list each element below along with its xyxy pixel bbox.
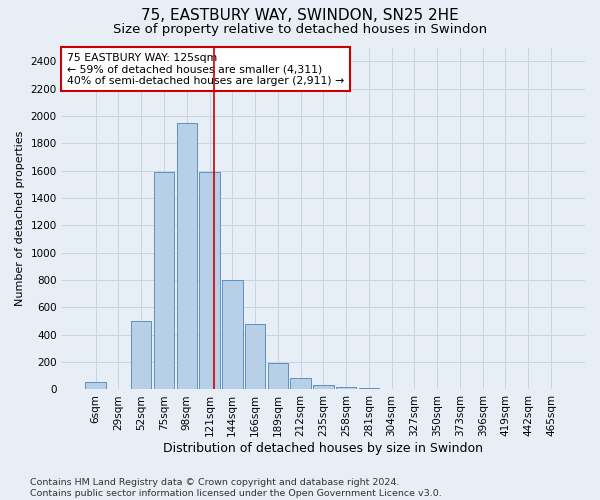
Bar <box>199 172 220 390</box>
Y-axis label: Number of detached properties: Number of detached properties <box>15 131 25 306</box>
Bar <box>154 172 174 390</box>
Text: 75 EASTBURY WAY: 125sqm
← 59% of detached houses are smaller (4,311)
40% of semi: 75 EASTBURY WAY: 125sqm ← 59% of detache… <box>67 52 344 86</box>
Bar <box>336 386 356 390</box>
Text: 75, EASTBURY WAY, SWINDON, SN25 2HE: 75, EASTBURY WAY, SWINDON, SN25 2HE <box>141 8 459 22</box>
Bar <box>313 386 334 390</box>
X-axis label: Distribution of detached houses by size in Swindon: Distribution of detached houses by size … <box>163 442 484 455</box>
Bar <box>131 321 151 390</box>
Bar <box>359 388 379 390</box>
Bar <box>222 280 242 390</box>
Text: Contains HM Land Registry data © Crown copyright and database right 2024.
Contai: Contains HM Land Registry data © Crown c… <box>30 478 442 498</box>
Bar <box>245 324 265 390</box>
Bar <box>290 378 311 390</box>
Text: Size of property relative to detached houses in Swindon: Size of property relative to detached ho… <box>113 22 487 36</box>
Bar <box>176 122 197 390</box>
Bar <box>85 382 106 390</box>
Bar <box>268 363 288 390</box>
